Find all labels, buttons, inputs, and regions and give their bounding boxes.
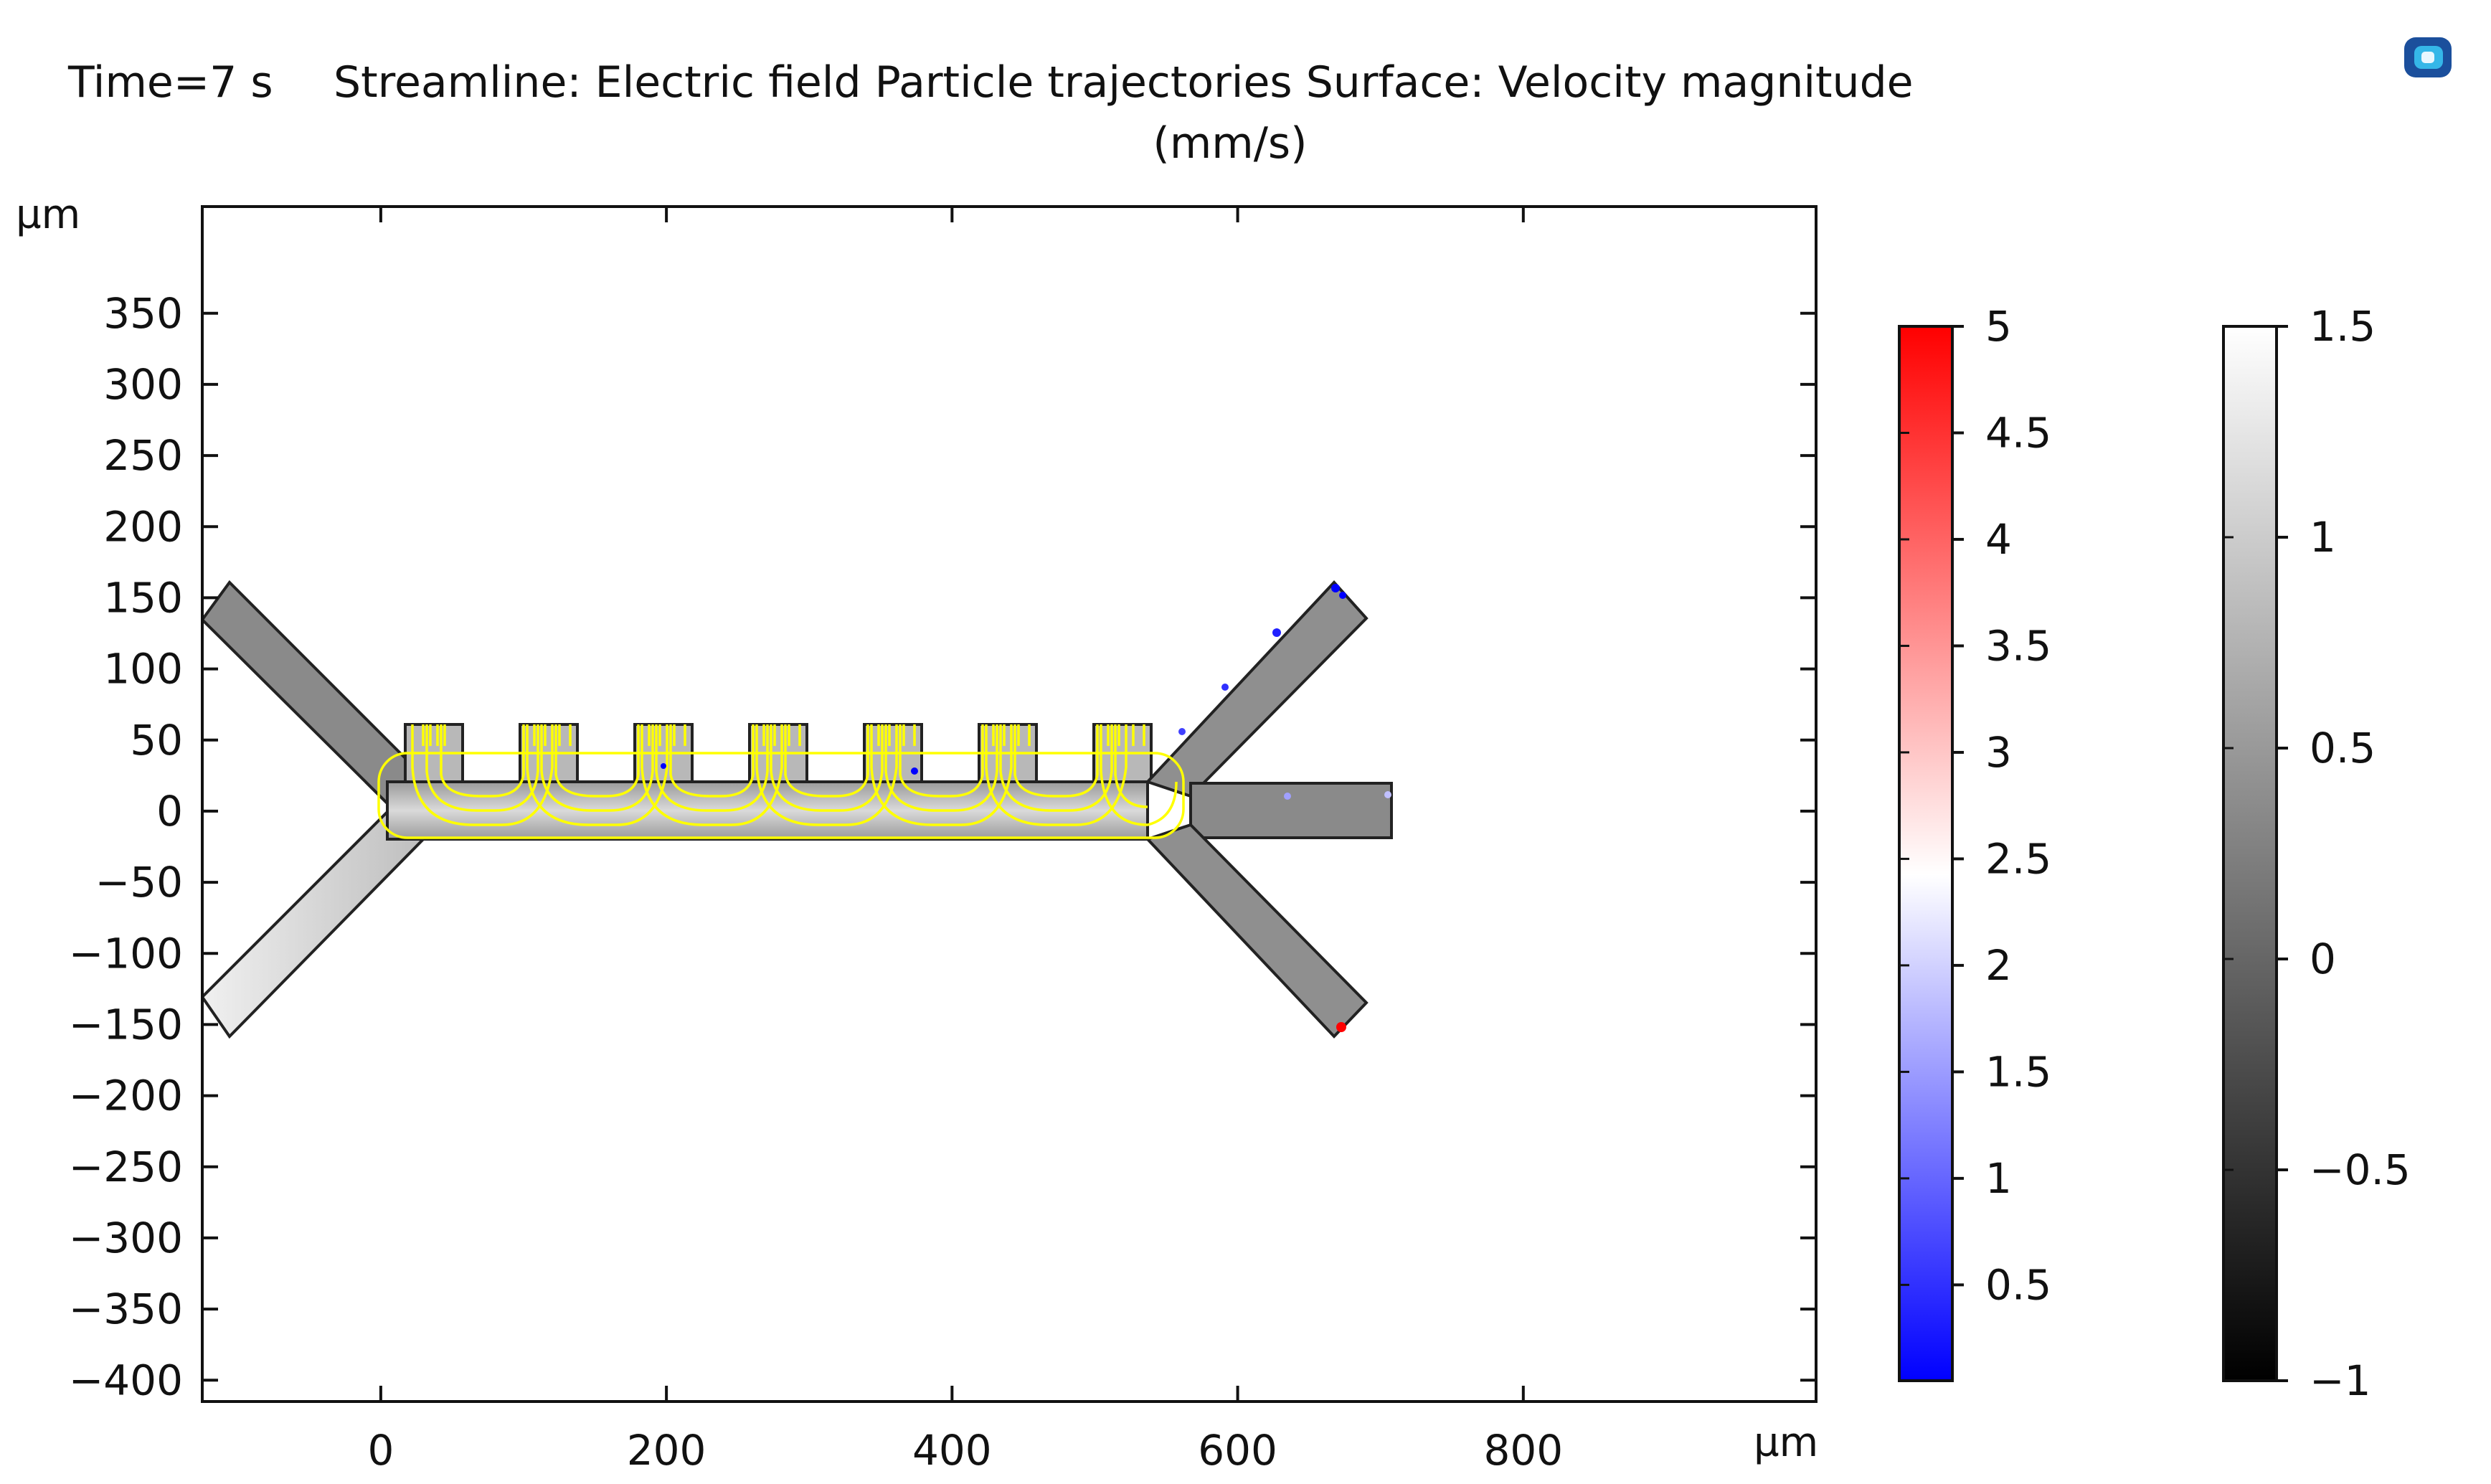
y-tick-label: 300	[103, 360, 183, 409]
x-tick-label: 400	[912, 1426, 992, 1475]
colorbar-tick-label: 2.5	[1985, 834, 2051, 883]
particle-colorbar: 5 4.5 4 3.5 3 2.5 2 1.5 1 0.5	[1898, 302, 2051, 1382]
y-tick-label: −400	[69, 1356, 183, 1404]
y-tick-label: −250	[69, 1143, 183, 1191]
microchannel-geometry	[202, 580, 1393, 1039]
x-tick-label: 600	[1198, 1426, 1277, 1475]
y-tick-label: 200	[103, 502, 183, 551]
colorbar-tick-label: −1	[2310, 1356, 2371, 1405]
particle	[1178, 728, 1186, 735]
colorbar-tick-label: −0.5	[2310, 1145, 2411, 1194]
colorbar-tick-label: 0.5	[1985, 1260, 2051, 1309]
y-tick-label: 150	[103, 573, 183, 622]
y-tick-label: −300	[69, 1214, 183, 1262]
y-tick-label: 100	[103, 645, 183, 694]
lower-right-outlet	[1145, 823, 1369, 1039]
particle	[1384, 791, 1391, 798]
colorbar-tick-label: 0	[2310, 935, 2336, 983]
axis-tick-labels: 0 200 400 600 800 350 300 250 200 150 100 50 0 −50 −10…	[69, 289, 1563, 1475]
y-tick-label: 50	[130, 716, 183, 765]
x-axis-unit: µm	[1754, 1419, 1818, 1466]
plot-frame	[201, 205, 1818, 1403]
particle	[1331, 584, 1340, 592]
colorbar-tick-label: 0.5	[2310, 724, 2376, 772]
colorbar-tick-label: 4.5	[1985, 408, 2051, 457]
x-tick-label: 0	[367, 1426, 394, 1475]
colorbar-tick-label: 1.5	[1985, 1047, 2051, 1096]
colorbar-tick-label: 1	[2310, 513, 2336, 562]
middle-right-outlet	[1189, 782, 1393, 839]
time-label: Time=7 s	[67, 57, 273, 108]
colorbar-tick-label: 5	[1985, 302, 2012, 351]
electric-field-streamlines	[377, 724, 1185, 839]
y-tick-label: −200	[69, 1072, 183, 1120]
y-tick-label: −100	[69, 929, 183, 978]
colorbar-tick-label: 3.5	[1985, 621, 2051, 670]
particle	[1221, 684, 1229, 691]
y-tick-label: 350	[103, 289, 183, 338]
x-tick-label: 200	[627, 1426, 706, 1475]
particle	[1336, 1022, 1346, 1032]
particle	[1284, 793, 1291, 800]
plot-title: Streamline: Electric field Particle traj…	[334, 57, 1914, 108]
colorbar-tick-label: 3	[1985, 728, 2012, 777]
particle	[1272, 628, 1281, 637]
plot-title-unit: (mm/s)	[1153, 118, 1307, 169]
upper-right-outlet	[1145, 580, 1369, 798]
colorbar-tick-label: 2	[1985, 941, 2012, 990]
particle	[911, 767, 918, 775]
velocity-colorbar: 1.5 1 0.5 0 −0.5 −1	[2222, 302, 2411, 1405]
y-tick-label: 250	[103, 431, 183, 480]
y-tick-label: 0	[156, 787, 183, 836]
x-tick-label: 800	[1483, 1426, 1563, 1475]
y-axis-unit: µm	[16, 192, 80, 238]
particle-markers	[661, 584, 1391, 1032]
colorbar-tick-label: 1	[1985, 1154, 2012, 1203]
y-tick-label: −50	[95, 858, 183, 907]
y-tick-label: −350	[69, 1285, 183, 1333]
particle	[1339, 592, 1346, 599]
particle	[661, 763, 666, 769]
axis-ticks	[202, 207, 1816, 1402]
colorbar-tick-label: 1.5	[2310, 302, 2376, 351]
y-tick-label: −150	[69, 1000, 183, 1049]
colorbar-tick-label: 4	[1985, 515, 2012, 564]
comsol-logo-icon	[2404, 37, 2452, 77]
